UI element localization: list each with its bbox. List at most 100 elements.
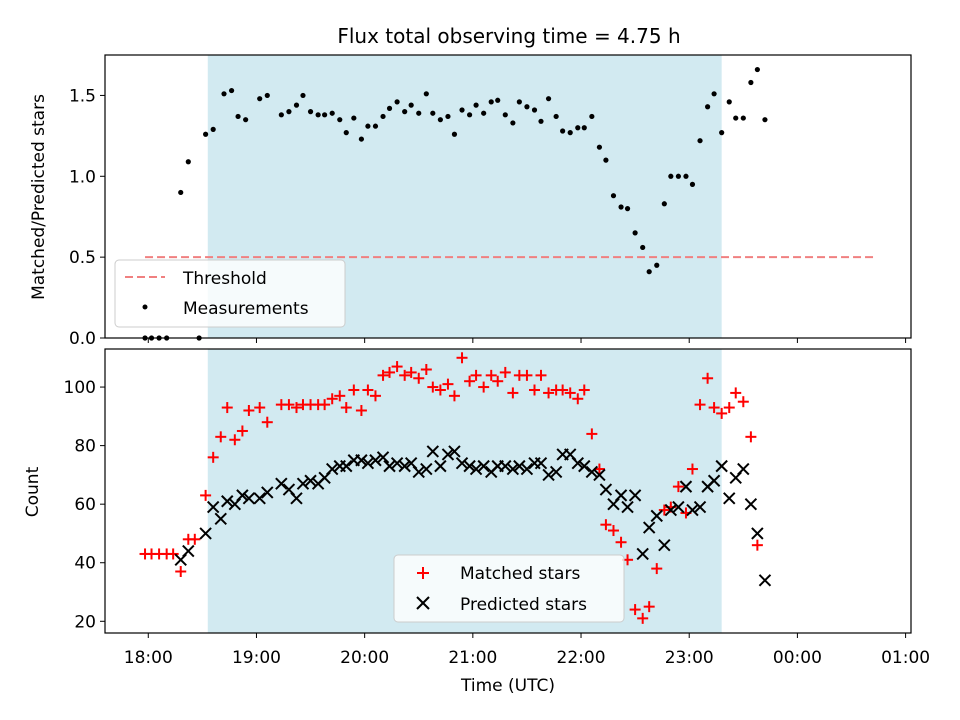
predicted-star-marker (751, 527, 764, 540)
matched-star-marker (737, 396, 749, 408)
matched-star-marker (607, 525, 619, 537)
predicted-star-marker (383, 459, 396, 473)
predicted-star-marker (542, 468, 555, 482)
predicted-star-marker (469, 462, 483, 476)
predicted-star-marker (441, 448, 455, 461)
matched-star-marker (564, 387, 576, 399)
matched-star-marker (643, 601, 655, 613)
matched-star-marker (399, 369, 411, 381)
predicted-star-marker (236, 489, 249, 502)
measurement-point (264, 92, 270, 99)
predicted-star-marker (199, 527, 212, 540)
measurement-point (705, 104, 711, 110)
predicted-star-marker (578, 459, 591, 473)
top-y-tick-label: 1.0 (69, 167, 96, 187)
matched-star-marker (672, 481, 684, 493)
measurement-point (300, 92, 306, 99)
measurement-point (293, 102, 300, 108)
predicted-star-marker (206, 500, 220, 514)
matched-star-marker (442, 378, 454, 390)
measurement-point (372, 123, 379, 129)
matched-star-marker (485, 369, 497, 381)
predicted-star-marker (650, 509, 663, 523)
matched-star-marker (377, 369, 389, 381)
measurement-point (315, 112, 321, 118)
matched-star-marker (254, 402, 266, 414)
matched-star-marker (355, 404, 367, 416)
matched-star-marker (243, 404, 255, 416)
measurement-point (185, 159, 191, 165)
matched-star-marker (340, 402, 352, 414)
matched-star-marker (499, 366, 511, 378)
measurement-point (560, 128, 566, 134)
predicted-star-marker (275, 477, 288, 490)
predicted-star-marker (715, 459, 728, 473)
matched-star-marker (326, 393, 338, 405)
matched-star-marker (207, 451, 219, 463)
top-legend-box (114, 259, 346, 328)
measurement-point (545, 96, 552, 102)
top-y-tick-label: 1.5 (69, 86, 96, 106)
x-tick-label: 01:00 (881, 648, 930, 668)
predicted-star-marker (426, 445, 440, 458)
matched-star-marker (319, 399, 331, 411)
measurement-point (488, 99, 494, 105)
measurement-point (343, 130, 349, 136)
predicted-star-marker (693, 500, 707, 514)
measurement-point (394, 99, 400, 105)
predicted-star-marker (448, 445, 461, 458)
predicted-star-marker (304, 474, 317, 487)
measurement-point (210, 126, 216, 132)
matched-star-marker (189, 533, 201, 545)
matched-star-marker (448, 390, 460, 402)
measurement-point (618, 204, 624, 210)
predicted-star-marker (361, 456, 375, 470)
measurement-point (430, 110, 436, 116)
top-axes-frame (104, 54, 912, 339)
predicted-star-marker (506, 462, 520, 476)
predicted-star-marker (520, 462, 534, 476)
measurement-point (719, 130, 725, 136)
measurement-point (495, 97, 501, 103)
x-tick-label: 22:00 (557, 648, 606, 668)
measurement-point (516, 99, 522, 105)
measurement-point (531, 107, 538, 113)
measurements-legend-label: Measurements (183, 299, 309, 319)
measurement-point (235, 113, 241, 120)
matched-star-marker (543, 387, 555, 399)
matched-star-marker (261, 416, 273, 428)
predicted-star-marker (614, 489, 628, 502)
matched-star-marker (492, 375, 504, 387)
predicted-star-marker (599, 483, 613, 496)
predicted-star-marker (296, 477, 310, 490)
measurement-point (711, 91, 717, 97)
matched-star-marker (405, 366, 417, 378)
matched-star-marker (348, 384, 360, 396)
predicted-star-marker (420, 462, 433, 476)
measurement-point (538, 118, 544, 124)
matched-star-marker (167, 548, 179, 560)
measurement-point (740, 115, 746, 121)
predicted-star-marker (593, 468, 606, 482)
measurement-point (358, 136, 365, 142)
bottom-axes-frame (104, 348, 912, 634)
bottom-legend-box (393, 554, 625, 623)
top-y-tick-label: 0.0 (69, 329, 96, 349)
measurement-point (178, 189, 184, 196)
predicted-star-marker (355, 454, 368, 467)
measurement-point (510, 120, 516, 126)
matched-star-marker (716, 407, 728, 419)
predicted-star-marker (412, 465, 425, 479)
measurement-point (365, 123, 371, 129)
matched-star-marker (384, 366, 396, 378)
predicted-star-marker (369, 454, 382, 467)
measurement-point (322, 112, 328, 118)
matched-star-marker (420, 363, 432, 375)
measurement-point (221, 91, 227, 97)
predicted-star-marker (642, 521, 656, 534)
measurement-point (502, 112, 508, 118)
matched-star-marker (578, 384, 590, 396)
bottom-y-tick-label: 20 (74, 612, 96, 632)
matched-star-marker (456, 352, 468, 364)
measurement-point (416, 110, 422, 116)
